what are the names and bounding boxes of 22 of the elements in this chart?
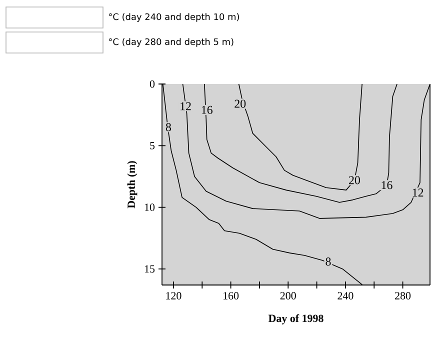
line-series	[204, 84, 398, 203]
x-tick-label: 120	[166, 292, 182, 300]
annotation: 12	[180, 102, 191, 110]
text: °C (day 240 and depth 10 m)	[109, 13, 239, 22]
x-tick-label: 280	[395, 292, 411, 300]
annotation: 12	[412, 188, 424, 196]
x-tick-label: 160	[224, 292, 239, 300]
annotation: 8	[326, 258, 331, 266]
text: °C (day 280 and depth 5 m)	[109, 38, 234, 47]
y-axis-title: Depth (m)	[127, 161, 138, 208]
x-tick-label: 240	[338, 292, 354, 300]
annotation: 20	[234, 100, 246, 108]
annotation: 16	[202, 106, 212, 114]
annotation: 20	[349, 176, 360, 184]
x-tick-label: 200	[280, 292, 296, 300]
y-tick-label: 15	[144, 265, 155, 273]
x-axis-title: Day of 1998	[268, 314, 324, 324]
y-tick-label: 5	[150, 142, 155, 150]
annotation: 8	[166, 123, 171, 132]
y-tick-label: 10	[144, 204, 155, 212]
y-tick-label: 0	[150, 80, 155, 88]
annotation: 16	[382, 181, 392, 190]
